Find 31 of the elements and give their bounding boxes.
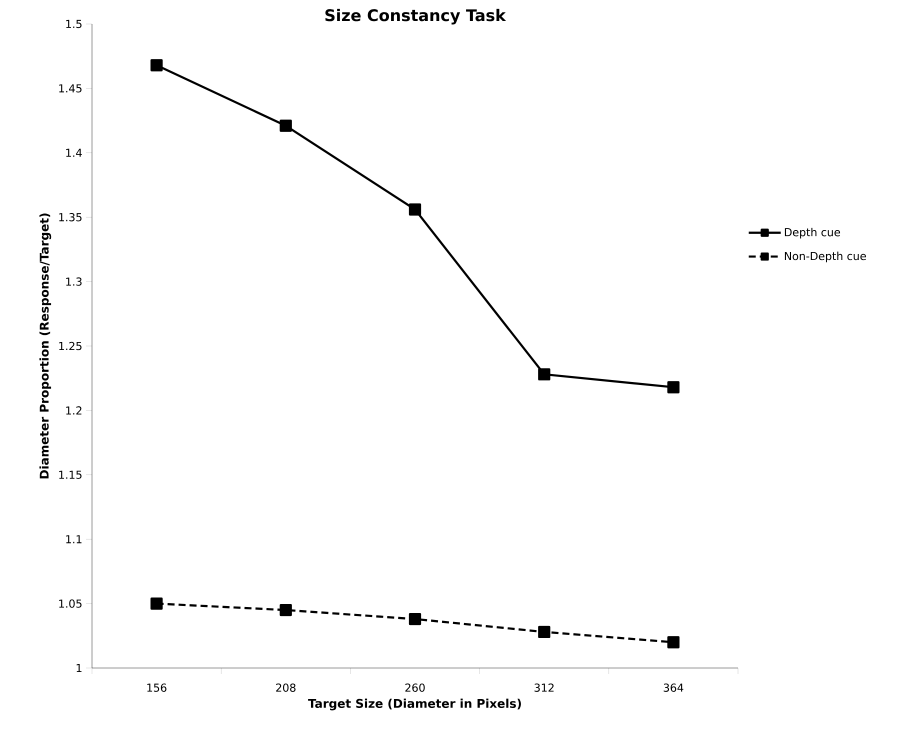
point xyxy=(538,626,550,638)
x-tick-label: 260 xyxy=(405,684,425,692)
y-tick-label: 1.15 xyxy=(59,470,82,479)
y-tick-label: 1 xyxy=(76,664,82,672)
point xyxy=(280,604,292,616)
x-tick-label: 364 xyxy=(664,684,684,692)
y-tick-label: 1.2 xyxy=(66,406,82,414)
y-tick-label: 1.05 xyxy=(59,599,82,608)
x-tick-label: 312 xyxy=(534,684,554,692)
point xyxy=(150,59,163,72)
y-tick-label: 1.25 xyxy=(59,342,82,350)
point xyxy=(280,120,292,132)
x-axis-title: Target Size (Diameter in Pixels) xyxy=(308,698,521,710)
y-tick-label: 1.5 xyxy=(66,20,82,28)
y-tick-label: 1.35 xyxy=(59,213,82,222)
point xyxy=(667,636,680,648)
y-tick-label: 1.1 xyxy=(66,535,82,544)
y-axis-title: Diameter Proportion (Response/Target) xyxy=(39,214,52,478)
y-tick-label: 1.3 xyxy=(66,277,82,286)
point xyxy=(150,598,163,610)
chart-title: Size Constancy Task xyxy=(325,8,506,24)
point xyxy=(667,381,680,394)
point xyxy=(408,612,422,626)
x-tick-label: 156 xyxy=(147,684,166,692)
legend-label: Depth cue xyxy=(784,228,840,238)
y-tick-label: 1.4 xyxy=(66,148,82,157)
legend-label: Non-Depth cue xyxy=(784,252,866,262)
x-tick-label: 208 xyxy=(276,684,296,692)
y-tick-label: 1.45 xyxy=(59,84,82,92)
point xyxy=(408,203,422,216)
point xyxy=(538,368,550,380)
